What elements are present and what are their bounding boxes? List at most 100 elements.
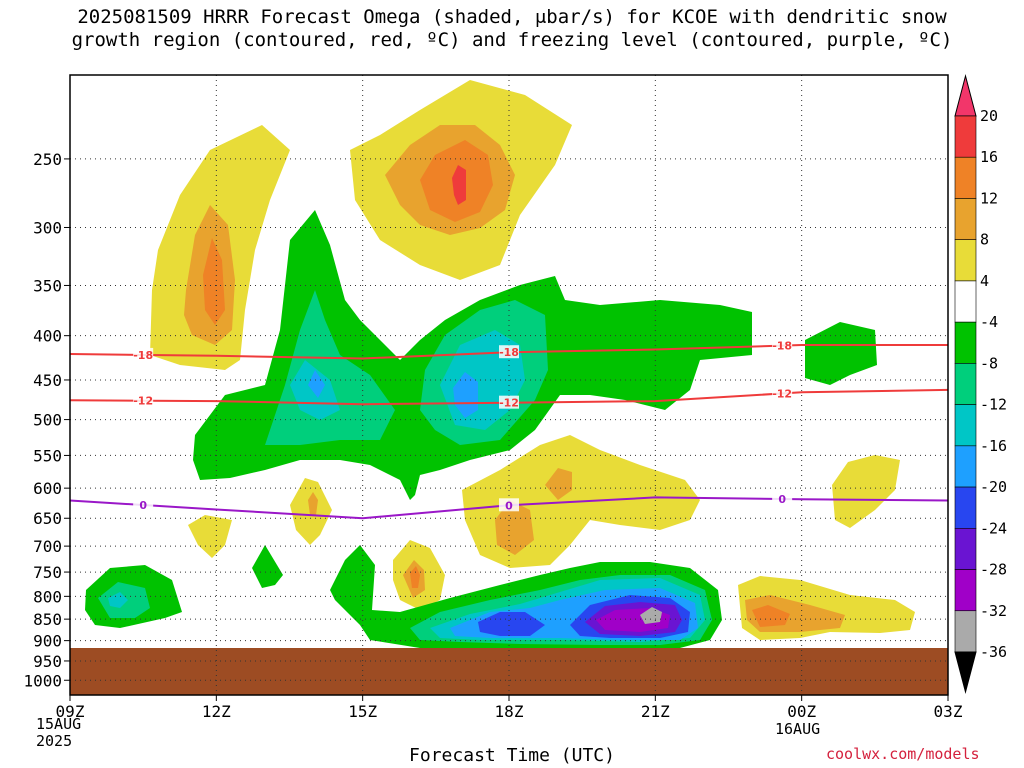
- x-tick-label: 15Z: [348, 702, 377, 721]
- contour-label: -12: [499, 397, 519, 410]
- y-tick-label: 600: [33, 479, 62, 498]
- omega-region-neg32-lower: [640, 607, 662, 624]
- start-year-label: 2025: [36, 732, 73, 750]
- plot-frame: [69, 74, 949, 696]
- y-tick-label: 450: [33, 371, 62, 390]
- y-tick-label: 500: [33, 411, 62, 430]
- omega-region-pos8-small2: [308, 492, 318, 515]
- horizontal-gridlines: [64, 158, 948, 681]
- x-axis-label: Forecast Time (UTC): [409, 745, 615, 766]
- x-tick-label: 00Z: [787, 702, 816, 721]
- y-tick-label: 750: [33, 563, 62, 582]
- vertical-gridlines: [69, 75, 949, 701]
- omega-region-neg8-main: [265, 290, 395, 445]
- y-tick-label: 950: [33, 652, 62, 671]
- contour-label: -18: [772, 340, 792, 353]
- title-line-1: 2025081509 HRRR Forecast Omega (shaded, …: [77, 6, 947, 28]
- colorbar-segment: [954, 198, 977, 240]
- contour-label: -18: [133, 349, 153, 362]
- y-tick-label: 1000: [23, 671, 62, 690]
- x-tick-label: 21Z: [641, 702, 670, 721]
- temperature-contours: -18 -18 -18 -12 -12 -12 0 0 0: [69, 338, 949, 520]
- contour-label: 0: [505, 499, 513, 512]
- colorbar-segment: [954, 321, 977, 364]
- x-tick-labels: 09Z 12Z 15Z 18Z 21Z 00Z 03Z: [56, 702, 963, 721]
- omega-region-pos12-lowright: [752, 605, 790, 627]
- omega-region-pos12-left: [203, 238, 225, 325]
- colorbar-label: 4: [980, 272, 989, 290]
- contour-label: 0: [139, 499, 147, 512]
- y-tick-label: 550: [33, 446, 62, 465]
- colorbar-segment: [954, 239, 977, 282]
- y-tick-label: 300: [33, 218, 62, 237]
- omega-region-neg4-tiny: [252, 545, 283, 588]
- x-axis-start-date: 15AUG 2025: [36, 716, 81, 750]
- colorbar-segment: [954, 486, 977, 529]
- y-tick-labels: 250 300 350 400 450 500 550 600 650 700 750 800 850 9…: [23, 150, 62, 690]
- omega-region-neg20-lower-a: [478, 612, 545, 636]
- next-day-label: 16AUG: [775, 720, 821, 738]
- contour-label: 0: [778, 493, 786, 506]
- colorbar-label: -16: [980, 437, 1007, 455]
- omega-region-neg16-left: [308, 370, 325, 398]
- colorbar-label: -4: [980, 313, 998, 331]
- omega-region-pos4-farright: [832, 455, 900, 528]
- contour-label-bg: [772, 386, 793, 400]
- colorbar-label: -24: [980, 519, 1007, 537]
- contour-label-bg: [133, 498, 154, 512]
- x-tick-label: 12Z: [202, 702, 231, 721]
- colorbar: 20 16 12 8 4 -4 -8 -12 -16 -20 -24 -28 -32 -36: [954, 74, 1007, 694]
- colorbar-segment: [954, 610, 977, 653]
- colorbar-segment: [954, 280, 977, 323]
- colorbar-top-arrow: [954, 74, 977, 117]
- x-tick-label: 03Z: [934, 702, 963, 721]
- y-tick-label: 250: [33, 150, 62, 169]
- contour-label-bg: [133, 393, 154, 407]
- colorbar-segment: [954, 569, 977, 612]
- omega-region-pos16-top: [452, 165, 466, 205]
- contour-label: -12: [133, 395, 153, 408]
- omega-region-neg16-center: [453, 372, 478, 418]
- contour-label: -12: [772, 387, 792, 400]
- omega-region-pos8-mid-a: [495, 500, 534, 555]
- chart-title: 2025081509 HRRR Forecast Omega (shaded, …: [0, 6, 1024, 52]
- colorbar-segment: [954, 156, 977, 199]
- y-tick-label: 700: [33, 537, 62, 556]
- contour-label: -18: [499, 346, 519, 359]
- colorbar-segment: [954, 404, 977, 447]
- colorbar-segment: [954, 363, 977, 405]
- omega-region-neg4-right: [805, 322, 877, 385]
- contour-label-bg: [772, 492, 793, 506]
- colorbar-segment: [954, 445, 977, 488]
- start-day-label: 15AUG: [36, 715, 82, 733]
- contour-label-bg: [499, 395, 519, 409]
- contour-label-bg: [499, 498, 519, 512]
- omega-region-neg4-lowersmall: [350, 570, 368, 600]
- omega-region-pos12-lowmid: [410, 566, 420, 588]
- colorbar-segment: [954, 115, 977, 158]
- colorbar-label: -28: [980, 561, 1007, 579]
- omega-region-pos8-mid-b: [545, 468, 572, 500]
- colorbar-label: -36: [980, 643, 1007, 661]
- colorbar-label: -20: [980, 478, 1007, 496]
- x-tick-label: 18Z: [495, 702, 524, 721]
- colorbar-label: 20: [980, 107, 998, 125]
- x-tick-label: 09Z: [56, 702, 85, 721]
- colorbar-label: 8: [980, 231, 989, 249]
- credit-link[interactable]: coolwx.com/models: [826, 745, 980, 763]
- colorbar-segment: [954, 528, 977, 570]
- colorbar-label: 16: [980, 148, 998, 166]
- omega-region-pos4-small1: [188, 515, 232, 558]
- contour-label-bg: [499, 345, 519, 359]
- colorbar-bottom-arrow: [954, 651, 977, 694]
- y-tick-label: 800: [33, 587, 62, 606]
- y-tick-label: 350: [33, 276, 62, 295]
- y-tick-label: 400: [33, 327, 62, 346]
- colorbar-label: -12: [980, 396, 1007, 414]
- title-line-2: growth region (contoured, red, ºC) and f…: [71, 29, 953, 51]
- y-tick-label: 650: [33, 509, 62, 528]
- y-tick-label: 900: [33, 632, 62, 651]
- colorbar-label: -8: [980, 354, 998, 372]
- colorbar-label: -32: [980, 602, 1007, 620]
